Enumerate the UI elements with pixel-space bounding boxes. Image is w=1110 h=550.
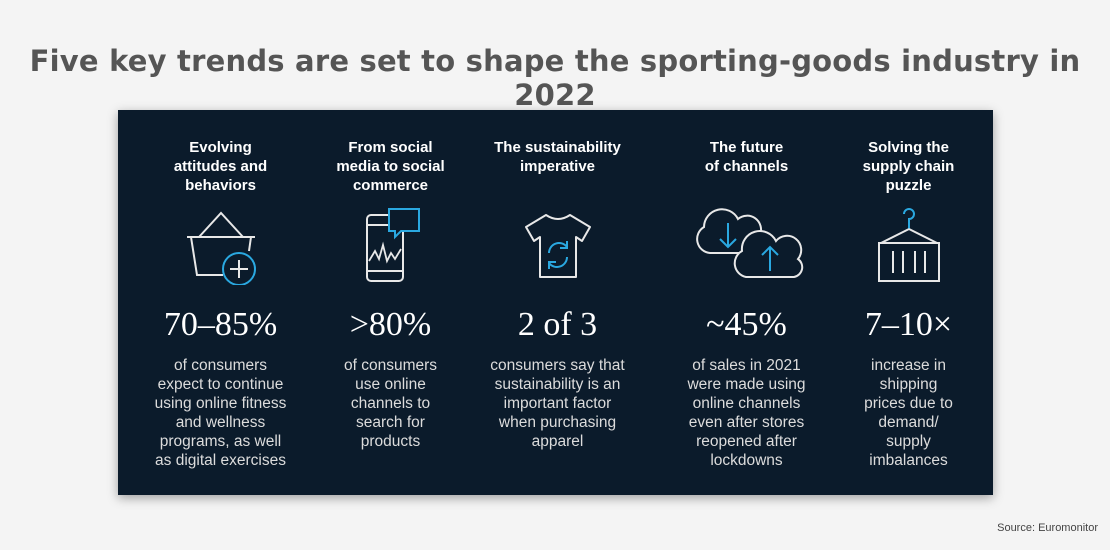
trend-stat: 70–85% bbox=[163, 306, 278, 343]
trend-card-sustainability: The sustainability imperative 2 of 3 con… bbox=[470, 110, 645, 495]
trend-heading: Solving the supply chain puzzle bbox=[862, 139, 955, 194]
shipping-container-icon bbox=[869, 205, 949, 289]
trend-stat: ~45% bbox=[706, 306, 787, 343]
trend-description: of consumers expect to continue using on… bbox=[154, 357, 287, 469]
source-note: Source: Euromonitor bbox=[997, 522, 1098, 534]
trend-heading: The future of channels bbox=[704, 139, 789, 175]
trends-panel: Evolving attitudes and behaviors 70–85% … bbox=[118, 110, 993, 495]
trend-card-channels: The future of channels ~45% of sales in … bbox=[659, 110, 834, 495]
basket-plus-icon bbox=[181, 205, 261, 289]
trend-description: of sales in 2021 were made using online … bbox=[687, 357, 806, 469]
trend-heading: The sustainability imperative bbox=[494, 139, 621, 175]
trend-heading: From social media to social commerce bbox=[336, 139, 445, 194]
cloud-sync-icon bbox=[690, 205, 810, 289]
tshirt-recycle-icon bbox=[518, 205, 598, 289]
trend-stat: 2 of 3 bbox=[517, 306, 598, 343]
page-title: Five key trends are set to shape the spo… bbox=[29, 44, 1081, 112]
trend-card-supply-chain: Solving the supply chain puzzle 7–10× in… bbox=[821, 110, 996, 495]
phone-chat-icon bbox=[351, 205, 431, 289]
trend-description: of consumers use online channels to sear… bbox=[343, 357, 438, 450]
trend-heading: Evolving attitudes and behaviors bbox=[173, 139, 268, 194]
trend-description: consumers say that sustainability is an … bbox=[490, 357, 625, 450]
trend-card-attitudes: Evolving attitudes and behaviors 70–85% … bbox=[133, 110, 308, 495]
trend-stat: >80% bbox=[349, 306, 432, 343]
trend-stat: 7–10× bbox=[864, 306, 953, 343]
trend-card-social-commerce: From social media to social commerce >80… bbox=[303, 110, 478, 495]
trend-description: increase in shipping prices due to deman… bbox=[864, 357, 953, 469]
